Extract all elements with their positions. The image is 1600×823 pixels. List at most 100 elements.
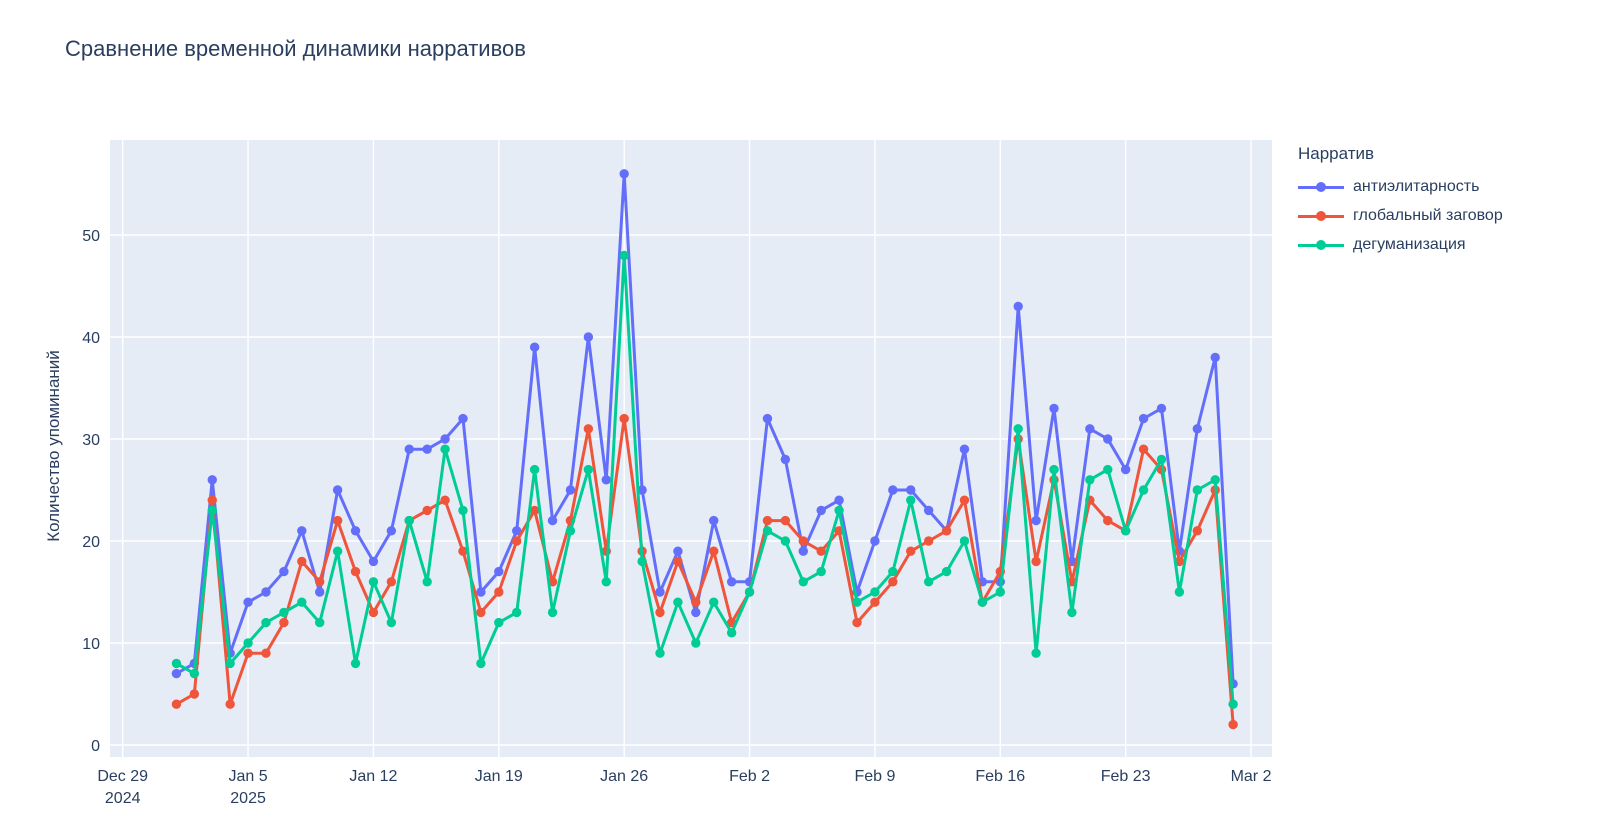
data-point[interactable] [798, 577, 808, 587]
data-point[interactable] [458, 505, 468, 516]
data-point[interactable] [655, 607, 665, 618]
series-line-2[interactable] [175, 253, 1235, 705]
data-point[interactable] [476, 658, 486, 669]
data-point[interactable] [601, 475, 611, 485]
data-point[interactable] [637, 485, 647, 495]
data-point[interactable] [512, 607, 522, 618]
data-point[interactable] [529, 464, 540, 475]
data-point[interactable] [977, 597, 988, 607]
data-point[interactable] [726, 577, 737, 587]
data-point[interactable] [923, 505, 934, 516]
data-point[interactable] [315, 617, 325, 628]
data-point[interactable] [780, 515, 791, 526]
data-point[interactable] [297, 597, 307, 607]
data-point[interactable] [494, 587, 504, 597]
data-point[interactable] [440, 434, 450, 444]
data-point[interactable] [368, 607, 379, 618]
data-point[interactable] [1228, 699, 1238, 709]
data-point[interactable] [852, 617, 862, 628]
data-point[interactable] [619, 169, 629, 179]
data-point[interactable] [1192, 485, 1203, 495]
plot-area[interactable] [110, 140, 1272, 757]
data-point[interactable] [709, 515, 719, 526]
data-point[interactable] [906, 485, 916, 495]
data-point[interactable] [1228, 719, 1238, 730]
data-point[interactable] [1013, 301, 1023, 312]
data-point[interactable] [386, 577, 397, 587]
data-point[interactable] [673, 556, 683, 567]
data-point[interactable] [350, 566, 361, 577]
data-point[interactable] [941, 566, 952, 577]
data-point[interactable] [315, 587, 325, 597]
data-point[interactable] [225, 699, 235, 709]
data-point[interactable] [744, 587, 755, 597]
data-point[interactable] [547, 515, 558, 526]
data-point[interactable] [297, 556, 307, 567]
data-point[interactable] [619, 413, 629, 424]
data-point[interactable] [726, 628, 737, 638]
data-point[interactable] [1031, 556, 1041, 567]
data-point[interactable] [512, 536, 522, 546]
data-point[interactable] [1156, 454, 1167, 465]
data-point[interactable] [780, 454, 791, 465]
data-point[interactable] [1103, 434, 1113, 444]
data-point[interactable] [243, 638, 253, 648]
data-point[interactable] [673, 546, 683, 556]
data-point[interactable] [1138, 485, 1149, 495]
data-point[interactable] [762, 413, 773, 424]
data-point[interactable] [547, 607, 558, 618]
data-point[interactable] [906, 546, 916, 556]
data-point[interactable] [1049, 464, 1059, 475]
data-point[interactable] [189, 668, 200, 679]
data-point[interactable] [1031, 515, 1041, 526]
data-point[interactable] [422, 505, 432, 516]
data-point[interactable] [941, 526, 952, 536]
data-point[interactable] [1138, 413, 1149, 424]
data-point[interactable] [834, 495, 844, 505]
data-point[interactable] [762, 526, 773, 536]
data-point[interactable] [583, 464, 594, 475]
data-point[interactable] [458, 546, 468, 556]
data-point[interactable] [171, 668, 182, 679]
data-point[interactable] [565, 485, 576, 495]
data-point[interactable] [1192, 526, 1203, 536]
data-point[interactable] [1085, 475, 1095, 485]
data-point[interactable] [404, 515, 414, 526]
data-point[interactable] [923, 536, 934, 546]
data-point[interactable] [207, 495, 217, 505]
data-point[interactable] [171, 699, 182, 709]
data-point[interactable] [691, 597, 701, 607]
data-point[interactable] [440, 495, 450, 505]
data-point[interactable] [1013, 424, 1023, 434]
data-point[interactable] [1085, 424, 1095, 434]
data-point[interactable] [332, 485, 343, 495]
data-point[interactable] [243, 648, 253, 658]
data-point[interactable] [189, 689, 200, 699]
data-point[interactable] [350, 658, 361, 669]
data-point[interactable] [386, 526, 397, 536]
data-point[interactable] [225, 658, 235, 669]
data-point[interactable] [494, 617, 504, 628]
data-point[interactable] [494, 566, 504, 577]
data-point[interactable] [870, 587, 880, 597]
data-point[interactable] [476, 587, 486, 597]
data-point[interactable] [852, 597, 862, 607]
data-point[interactable] [422, 577, 432, 587]
data-point[interactable] [834, 505, 844, 516]
data-point[interactable] [673, 597, 683, 607]
data-point[interactable] [529, 505, 540, 516]
data-point[interactable] [350, 526, 361, 536]
data-point[interactable] [1174, 587, 1185, 597]
data-point[interactable] [816, 505, 826, 516]
data-point[interactable] [888, 566, 898, 577]
data-point[interactable] [476, 607, 486, 618]
data-point[interactable] [870, 597, 880, 607]
data-point[interactable] [512, 526, 522, 536]
data-point[interactable] [332, 515, 343, 526]
data-point[interactable] [959, 495, 970, 505]
series-line-0[interactable] [175, 172, 1235, 684]
data-point[interactable] [888, 485, 898, 495]
data-point[interactable] [1103, 515, 1113, 526]
data-point[interactable] [279, 607, 289, 618]
data-point[interactable] [888, 577, 898, 587]
